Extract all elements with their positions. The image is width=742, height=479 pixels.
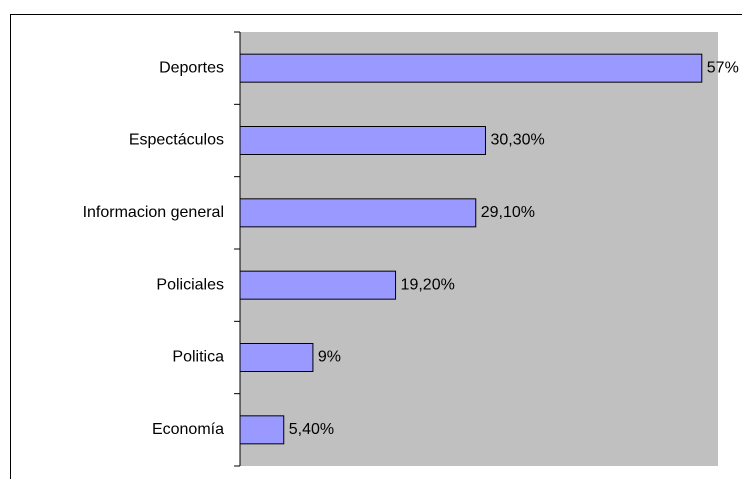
y-tick-label: Economía [152, 421, 224, 438]
bar [239, 53, 703, 83]
value-label: 57% [707, 59, 739, 76]
y-tick-label: Politica [172, 349, 224, 366]
plot-area [240, 32, 718, 466]
y-tick-label: Informacion general [83, 204, 224, 221]
value-label: 19,20% [401, 276, 455, 293]
y-tick-label: Deportes [159, 59, 224, 76]
y-tick-label: Policiales [156, 276, 224, 293]
value-label: 5,40% [289, 421, 334, 438]
y-tick-label: Espectáculos [129, 132, 224, 149]
bar [239, 343, 314, 372]
bar [239, 270, 397, 300]
bar [239, 198, 477, 228]
value-label: 29,10% [481, 204, 535, 221]
bar [239, 126, 486, 155]
value-label: 30,30% [490, 132, 544, 149]
value-label: 9% [318, 349, 341, 366]
bar [239, 415, 285, 445]
